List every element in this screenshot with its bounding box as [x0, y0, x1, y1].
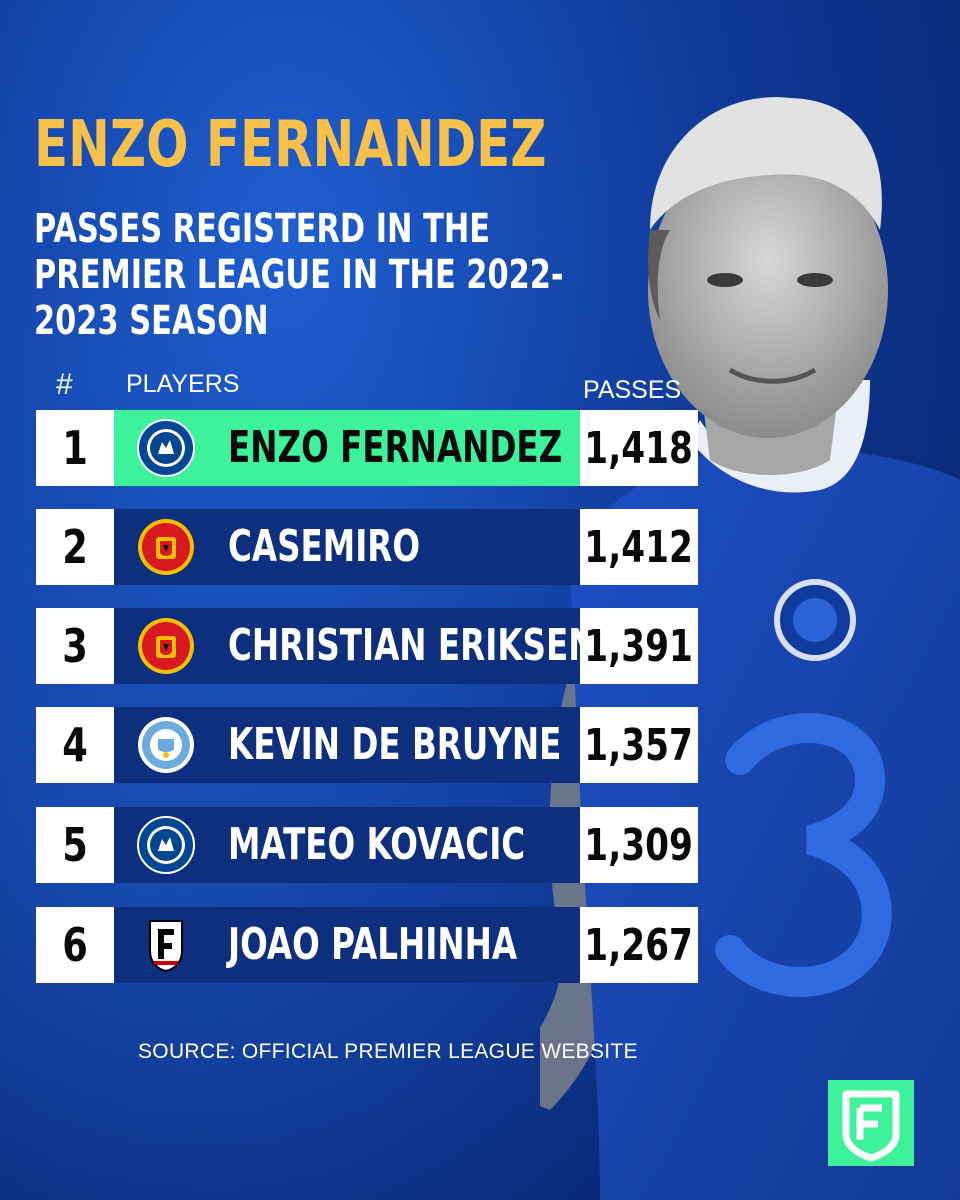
rank-number: 2	[62, 520, 88, 574]
player-name: ENZO FERNANDEZ	[228, 422, 563, 473]
player-bar: KEVIN DE BRUYNE	[114, 707, 580, 783]
table-row: 6 JOAO PALHINHA 1,267	[36, 907, 698, 983]
rank-number: 1	[62, 421, 88, 475]
player-bar: CASEMIRO	[114, 509, 580, 585]
passes-value: 1,418	[584, 422, 694, 474]
rank-number: 4	[62, 718, 88, 772]
player-name: CASEMIRO	[228, 521, 421, 572]
rank-number: 5	[62, 818, 88, 872]
player-bar-highlighted: ENZO FERNANDEZ	[114, 410, 580, 486]
table-row: 3 CHRISTIAN ERIKSEN 1,391	[36, 608, 698, 684]
man-city-badge-icon	[138, 717, 194, 773]
players-column-header: PLAYERS	[126, 370, 240, 398]
fulham-badge-icon	[149, 920, 183, 973]
brand-logo-icon	[828, 1080, 914, 1166]
table-row: 4 KEVIN DE BRUYNE 1,357	[36, 707, 698, 783]
passes-cell: 1,418	[580, 410, 698, 486]
passes-cell: 1,391	[580, 608, 698, 684]
player-name: JOAO PALHINHA	[228, 919, 518, 970]
chelsea-badge-icon	[137, 816, 195, 874]
rank-number: 3	[62, 619, 88, 673]
man-utd-badge-icon	[138, 618, 194, 674]
page-title: ENZO FERNANDEZ	[34, 108, 547, 182]
rank-number: 6	[62, 918, 88, 972]
chelsea-badge-icon	[137, 419, 195, 477]
rank-cell: 4	[36, 707, 114, 783]
rank-cell: 2	[36, 509, 114, 585]
player-name: MATEO KOVACIC	[228, 819, 526, 870]
rank-cell: 3	[36, 608, 114, 684]
player-bar: MATEO KOVACIC	[114, 807, 580, 883]
rank-cell: 1	[36, 410, 114, 486]
player-name: KEVIN DE BRUYNE	[228, 719, 562, 770]
table-row: 1 ENZO FERNANDEZ 1,418	[36, 410, 698, 486]
table-row: 5 MATEO KOVACIC 1,309	[36, 807, 698, 883]
page-subtitle: PASSES REGISTERD IN THE PREMIER LEAGUE I…	[34, 206, 564, 344]
passes-column-header: PASSES	[583, 376, 682, 404]
table-row: 2 CASEMIRO 1,412	[36, 509, 698, 585]
passes-cell: 1,267	[580, 907, 698, 983]
passes-value: 1,267	[584, 919, 694, 971]
passes-cell: 1,357	[580, 707, 698, 783]
passes-value: 1,309	[584, 819, 694, 871]
passes-cell: 1,412	[580, 509, 698, 585]
rank-cell: 6	[36, 907, 114, 983]
rank-column-header: #	[56, 368, 73, 401]
passes-value: 1,357	[584, 719, 694, 771]
passes-cell: 1,309	[580, 807, 698, 883]
passes-value: 1,412	[584, 521, 694, 573]
man-utd-badge-icon	[138, 519, 194, 575]
player-bar: JOAO PALHINHA	[114, 907, 580, 983]
rank-cell: 5	[36, 807, 114, 883]
player-bar: CHRISTIAN ERIKSEN	[114, 608, 596, 684]
player-name: CHRISTIAN ERIKSEN	[228, 620, 596, 671]
source-note: SOURCE: OFFICIAL PREMIER LEAGUE WEBSITE	[138, 1040, 638, 1063]
passes-value: 1,391	[584, 620, 694, 672]
